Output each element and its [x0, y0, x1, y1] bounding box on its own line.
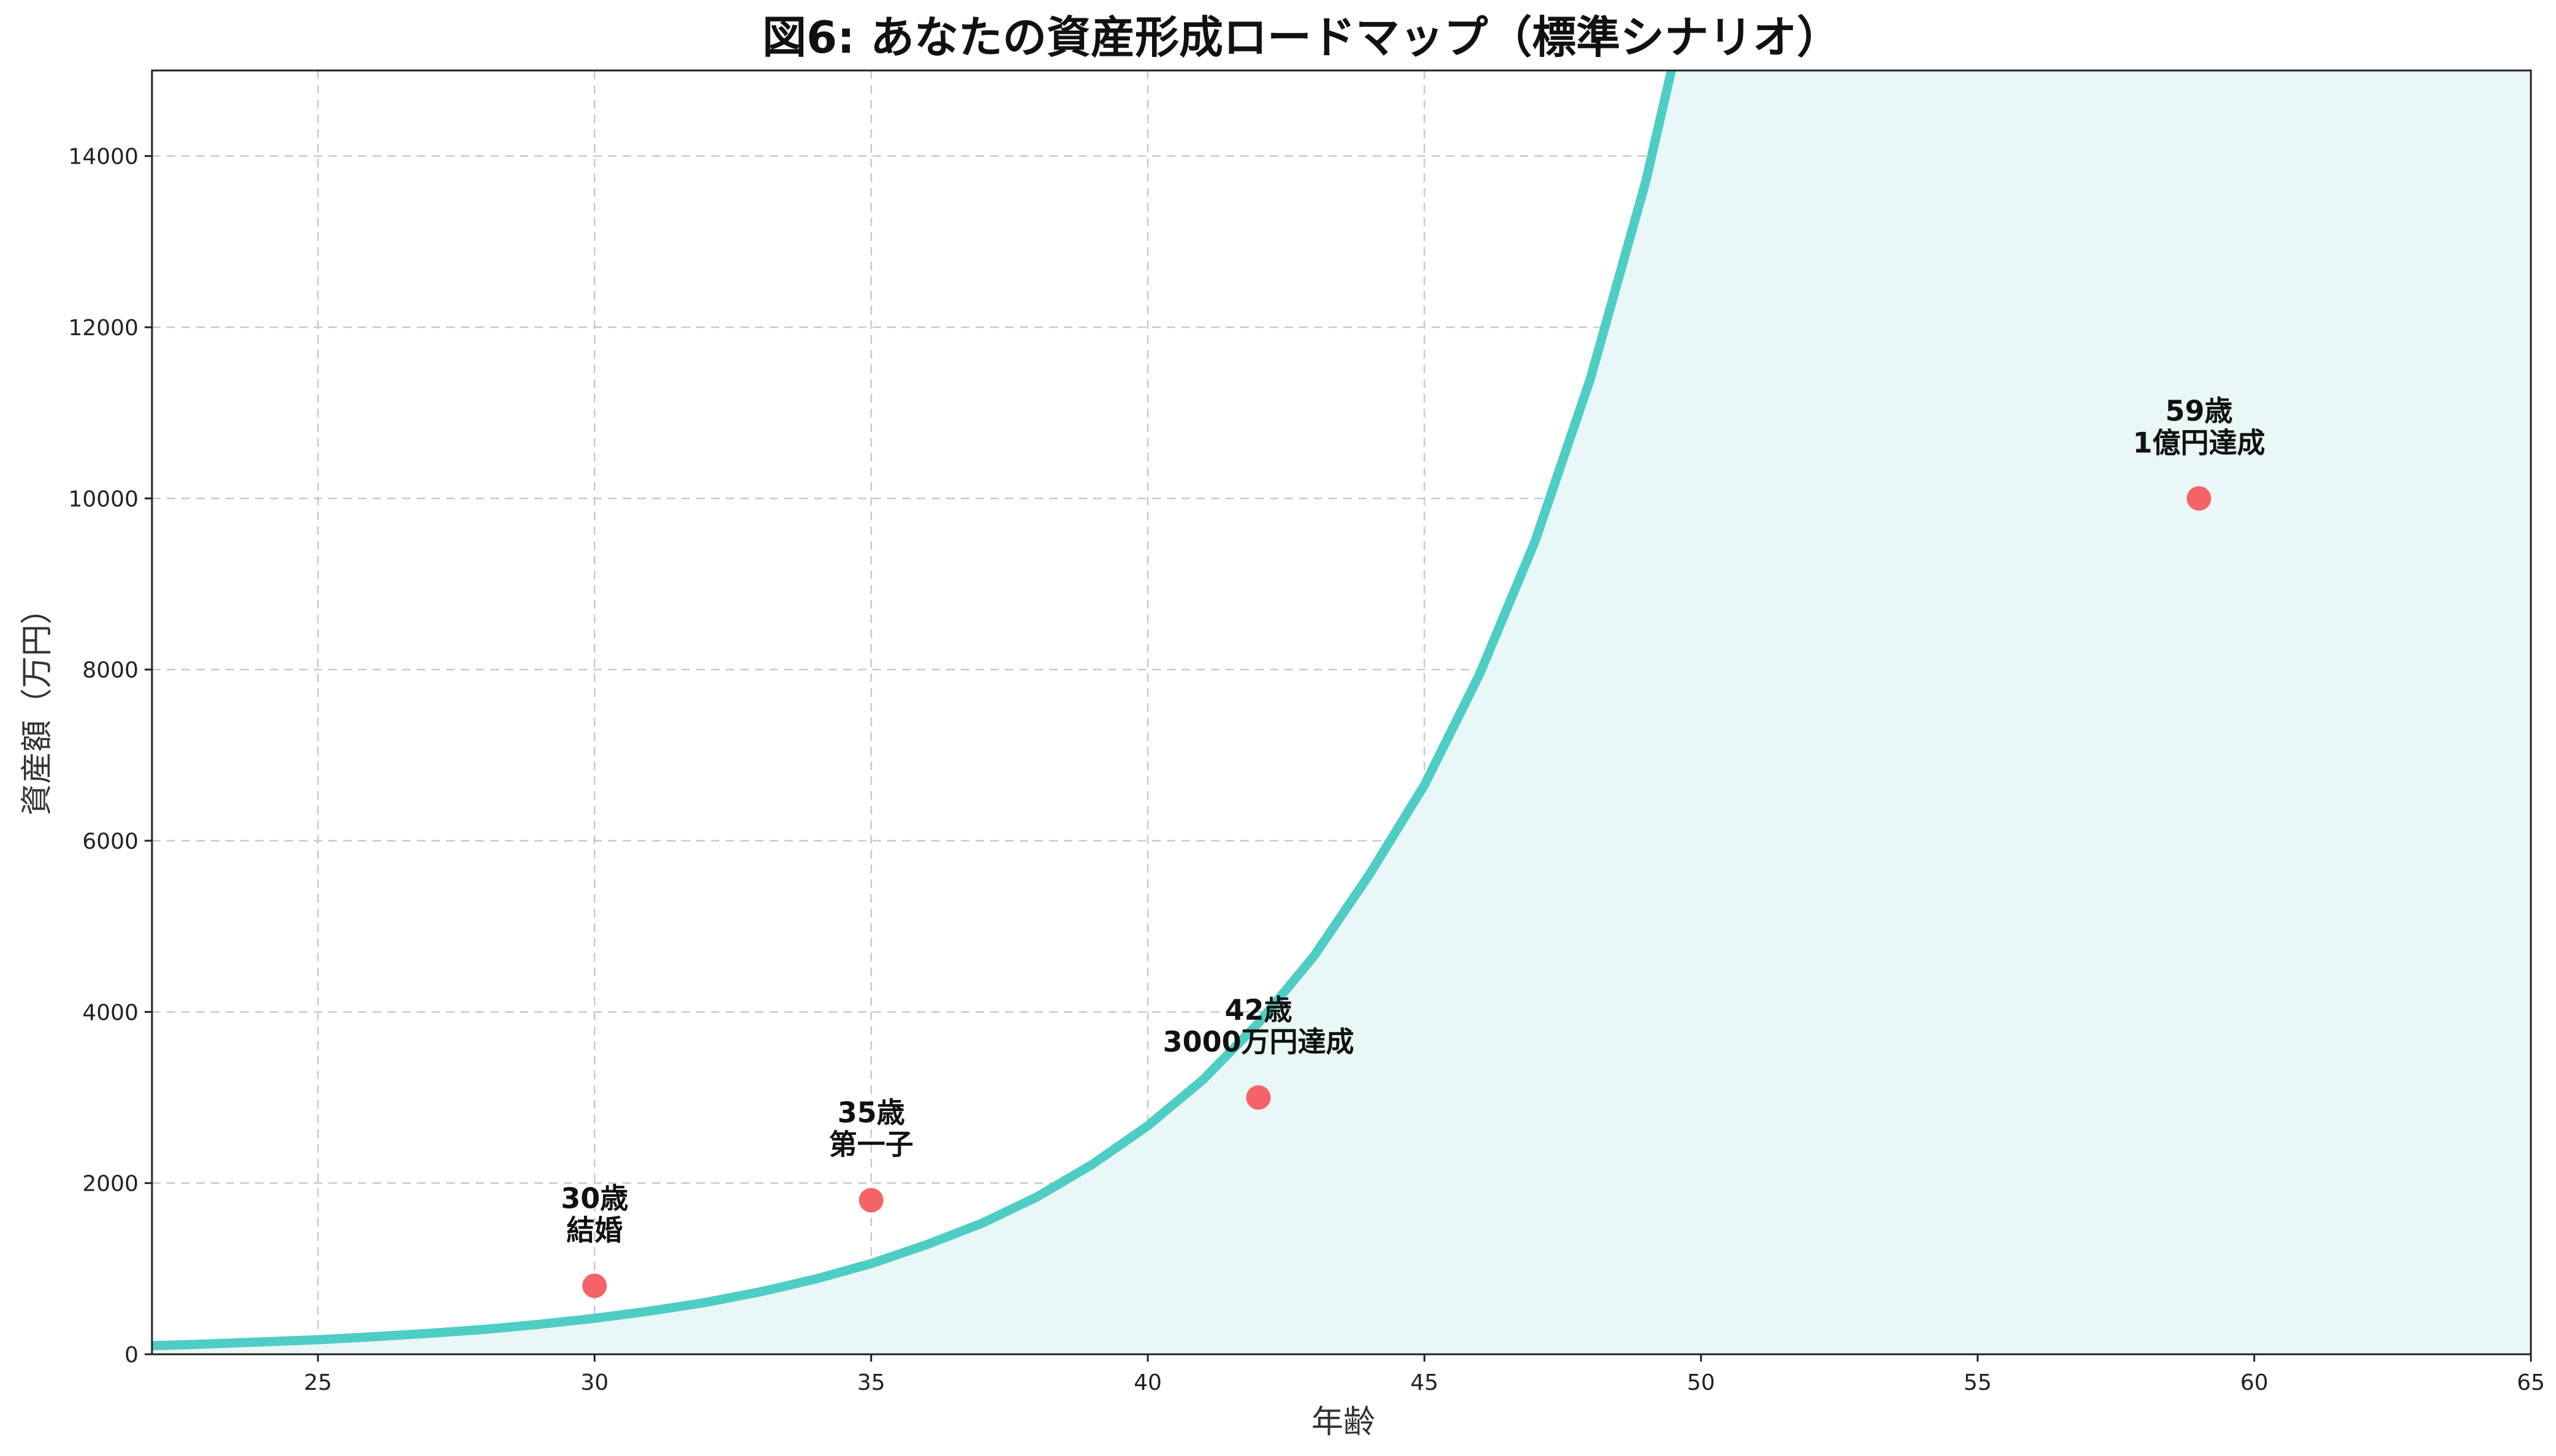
- event-name-label: 3000万円達成: [1163, 1025, 1354, 1058]
- event-marker: [859, 1188, 884, 1213]
- event-name-label: 第一子: [829, 1128, 914, 1161]
- x-tick-label: 30: [580, 1370, 609, 1395]
- y-tick-label: 0: [124, 1343, 138, 1368]
- area-fill-layer: [152, 70, 2531, 1354]
- y-tick-label: 12000: [68, 316, 138, 341]
- event-age-label: 42歳: [1225, 993, 1292, 1026]
- series-line-layer: [152, 70, 1677, 1351]
- series-line: [152, 70, 1677, 1351]
- x-tick-label: 35: [857, 1370, 885, 1395]
- x-tick-labels: 25 30 35 40 45 50 55 60 65: [304, 1370, 2545, 1395]
- chart-title: 図6: あなたの資産形成ロードマップ（標準シナリオ）: [762, 12, 1841, 63]
- event-name-label: 結婚: [566, 1213, 623, 1246]
- x-tick-label: 65: [2517, 1370, 2545, 1395]
- x-tick-label: 45: [1411, 1370, 1439, 1395]
- y-tick-label: 8000: [82, 658, 138, 683]
- event-marker: [1246, 1085, 1271, 1110]
- x-tick-label: 60: [2240, 1370, 2269, 1395]
- y-tick-label: 2000: [82, 1172, 138, 1197]
- x-tick-label: 25: [304, 1370, 332, 1395]
- axes-frame: [151, 69, 2532, 1356]
- event-age-label: 30歳: [561, 1181, 628, 1215]
- y-tick-label: 14000: [68, 145, 138, 170]
- y-tick-label: 10000: [68, 487, 138, 512]
- y-tick-label: 4000: [82, 1000, 138, 1025]
- y-tick-labels: 0 2000 4000 6000 8000 10000 12000 14000: [68, 145, 138, 1368]
- event-marker: [2186, 486, 2212, 511]
- event-marker: [582, 1273, 607, 1299]
- y-tick-label: 6000: [82, 829, 138, 854]
- x-axis-label: 年齢: [1311, 1404, 1375, 1441]
- x-tick-label: 50: [1687, 1370, 1715, 1395]
- x-tick-label: 55: [1963, 1370, 1992, 1395]
- event-name-label: 1億円達成: [2133, 426, 2265, 459]
- x-tick-label: 40: [1134, 1370, 1162, 1395]
- series-area-fill: [152, 70, 2531, 1354]
- event-age-label: 35歳: [838, 1096, 905, 1129]
- axes-layer: [145, 69, 2532, 1362]
- y-axis-label: 資産額（万円）: [19, 593, 56, 816]
- event-age-label: 59歳: [2165, 394, 2232, 427]
